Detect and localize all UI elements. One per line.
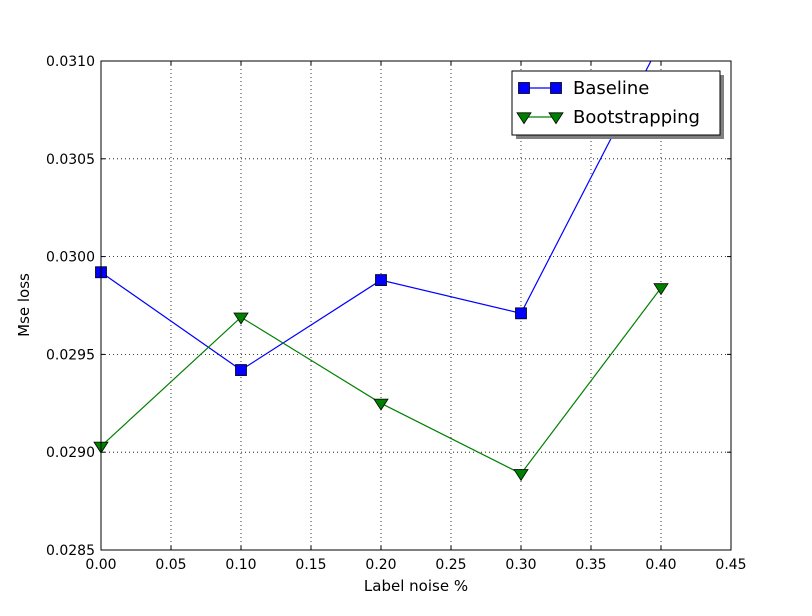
data-point-bootstrapping	[513, 469, 529, 482]
data-point-baseline	[235, 364, 247, 376]
data-point-baseline	[375, 274, 387, 286]
x-tick-label: 0.20	[365, 557, 396, 573]
x-tick-label: 0.35	[575, 557, 606, 573]
y-tick-label: 0.0300	[46, 250, 95, 266]
legend-items: Baseline Bootstrapping	[516, 78, 700, 128]
x-tick-label: 0.40	[645, 557, 676, 573]
legend-label-bootstrapping: Bootstrapping	[573, 107, 700, 128]
x-axis-label: Label noise %	[364, 577, 468, 595]
data-point-bootstrapping	[233, 312, 249, 325]
grid-lines	[101, 61, 731, 550]
data-point-baseline	[515, 307, 527, 320]
x-tick-label: 0.45	[715, 557, 746, 573]
y-tick-label: 0.0305	[46, 152, 95, 168]
data-point-bootstrapping	[653, 283, 669, 296]
plot-background	[101, 61, 731, 550]
x-tick-label: 0.30	[505, 557, 536, 573]
legend-marker-bootstrapping	[548, 112, 564, 125]
y-tick-label: 0.0295	[46, 347, 95, 363]
y-axis-label: Mse loss	[15, 273, 33, 337]
tick-labels: 0.00 0.05 0.10 0.15 0.20 0.25 0.30 0.35 0.40 0.45…	[46, 54, 747, 573]
x-tick-label: 0.05	[155, 557, 186, 573]
axis-ticks	[100, 60, 732, 551]
x-tick-label: 0.25	[435, 557, 466, 573]
x-tick-label: 0.00	[85, 557, 116, 573]
data-point-bootstrapping	[373, 398, 389, 411]
y-tick-label: 0.0310	[46, 54, 95, 70]
legend-box	[511, 70, 721, 136]
legend-marker-bootstrapping	[516, 112, 532, 125]
legend: Baseline Bootstrapping	[511, 70, 724, 139]
plot-frame	[100, 60, 732, 551]
x-tick-label: 0.10	[225, 557, 256, 573]
y-tick-label: 0.0285	[46, 543, 95, 559]
marker-layer	[93, 266, 669, 482]
legend-label-baseline: Baseline	[573, 78, 649, 99]
x-tick-label: 0.15	[295, 557, 326, 573]
legend-marker-baseline	[518, 82, 530, 94]
y-tick-label: 0.0290	[46, 445, 95, 461]
legend-marker-baseline	[550, 82, 562, 94]
